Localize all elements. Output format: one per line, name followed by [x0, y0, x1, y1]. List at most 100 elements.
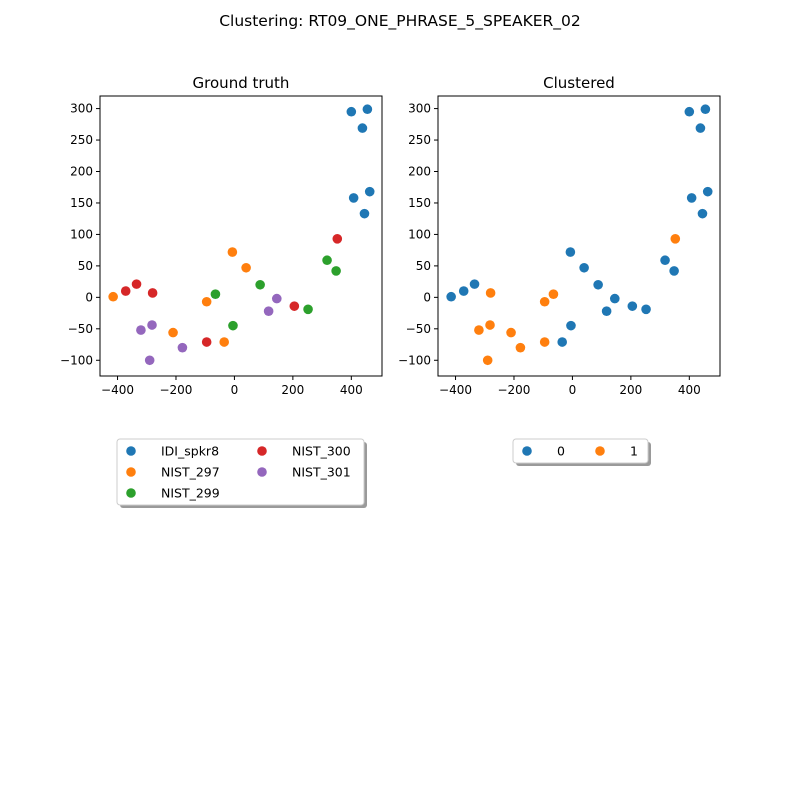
- legend-label: NIST_297: [161, 465, 220, 480]
- legend-marker: [595, 446, 605, 456]
- y-tick-label: 300: [408, 102, 431, 116]
- data-point: [322, 255, 332, 266]
- data-point: [359, 208, 370, 219]
- data-point: [485, 288, 496, 298]
- data-point: [147, 320, 157, 330]
- data-point: [332, 234, 343, 244]
- data-point: [241, 262, 251, 273]
- data-point: [670, 234, 681, 244]
- data-point: [263, 306, 274, 316]
- data-point: [458, 286, 469, 296]
- data-point: [228, 320, 238, 331]
- legend-marker: [126, 467, 136, 477]
- data-point: [695, 123, 706, 133]
- data-point: [579, 262, 589, 273]
- legend-label: IDI_spkr8: [161, 444, 219, 459]
- x-tick-label: −400: [439, 383, 472, 397]
- data-point: [557, 337, 567, 347]
- plot-panel-1: Ground truth −400 −200 0 200 400 −100 −50 0 50 100…: [60, 74, 383, 508]
- data-point: [271, 293, 282, 304]
- legend-marker: [257, 446, 267, 456]
- y-tick-label: 0: [423, 290, 431, 304]
- data-point: [539, 296, 550, 307]
- x-tick-label: −400: [101, 383, 134, 397]
- data-point: [201, 296, 212, 307]
- data-point: [362, 104, 373, 115]
- y-tick-label: 50: [78, 259, 93, 273]
- data-point: [506, 327, 516, 338]
- data-point: [144, 355, 155, 366]
- data-point: [515, 342, 526, 353]
- data-point: [147, 288, 158, 298]
- x-tick-label: 400: [678, 383, 701, 397]
- data-point: [485, 320, 495, 330]
- data-point: [120, 286, 131, 296]
- data-point: [702, 186, 713, 197]
- data-point: [641, 304, 651, 315]
- data-point: [136, 325, 146, 335]
- data-point: [168, 327, 178, 338]
- y-tick-label: 250: [70, 133, 93, 147]
- x-tick-label: 400: [340, 383, 363, 397]
- y-tick-label: 300: [70, 102, 93, 116]
- data-point: [627, 301, 638, 311]
- y-tick-label: 100: [408, 227, 431, 241]
- legend-label: NIST_300: [292, 444, 351, 459]
- data-point: [593, 279, 603, 290]
- legend-marker: [522, 446, 532, 456]
- x-tick-label: 0: [231, 383, 239, 397]
- y-tick-label: 50: [416, 259, 431, 273]
- y-tick-label: 150: [70, 196, 93, 210]
- data-point: [446, 291, 456, 302]
- data-point: [331, 266, 341, 276]
- data-point: [177, 342, 188, 353]
- legend-marker: [126, 446, 136, 456]
- y-tick-label: −100: [60, 353, 93, 367]
- y-tick-label: 250: [408, 133, 431, 147]
- legend-marker: [257, 467, 267, 477]
- plot-title: Clustered: [543, 74, 615, 92]
- legend-box: [116, 438, 365, 506]
- data-point: [548, 289, 559, 300]
- data-point: [131, 279, 142, 289]
- data-point: [565, 247, 576, 257]
- axes-frame: [99, 95, 383, 377]
- data-point: [684, 106, 695, 117]
- data-point: [669, 266, 679, 276]
- data-point: [474, 325, 484, 335]
- data-point: [108, 291, 118, 302]
- y-tick-label: −50: [68, 322, 93, 336]
- y-tick-label: 0: [85, 290, 93, 304]
- y-tick-label: 200: [408, 165, 431, 179]
- y-tick-label: −50: [406, 322, 431, 336]
- data-point: [227, 247, 238, 257]
- legend-label: NIST_301: [292, 465, 351, 480]
- data-point: [364, 186, 375, 197]
- figure-title: Clustering: RT09_ONE_PHRASE_5_SPEAKER_02: [219, 12, 581, 30]
- y-tick-label: 200: [70, 165, 93, 179]
- data-point: [700, 104, 711, 115]
- x-tick-label: −200: [497, 383, 530, 397]
- data-point: [346, 106, 357, 117]
- plot-title: Ground truth: [193, 74, 290, 92]
- x-tick-label: 0: [569, 383, 577, 397]
- data-point: [609, 293, 620, 304]
- data-point: [219, 337, 229, 347]
- y-tick-label: −100: [398, 353, 431, 367]
- data-point: [201, 337, 212, 347]
- data-point: [539, 337, 550, 347]
- data-point: [357, 123, 368, 133]
- data-point: [289, 301, 300, 311]
- data-point: [566, 320, 576, 331]
- legend-box: [512, 438, 649, 464]
- data-point: [210, 289, 221, 300]
- data-point: [348, 193, 359, 203]
- x-tick-label: 200: [281, 383, 304, 397]
- data-point: [303, 304, 313, 315]
- x-tick-label: −200: [159, 383, 192, 397]
- data-point: [482, 355, 493, 366]
- axes-frame: [437, 95, 721, 377]
- data-point: [469, 279, 480, 289]
- y-tick-label: 150: [408, 196, 431, 210]
